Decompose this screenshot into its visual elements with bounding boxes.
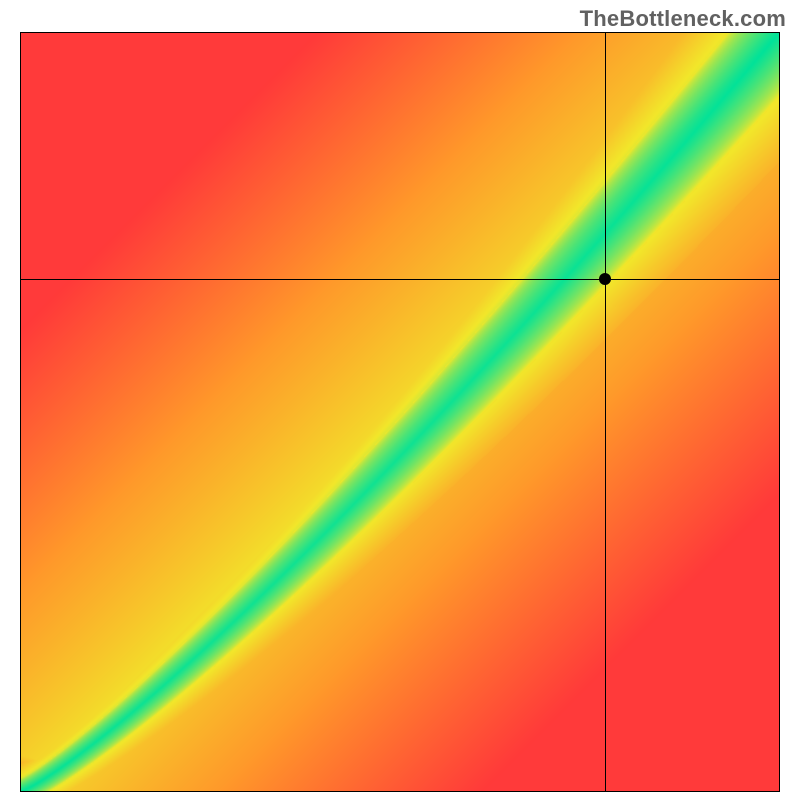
heatmap-canvas [20, 32, 780, 792]
crosshair-vertical [605, 32, 606, 792]
crosshair-horizontal [20, 279, 780, 280]
heatmap-plot [20, 32, 780, 792]
watermark-text: TheBottleneck.com [580, 6, 786, 32]
crosshair-marker [599, 273, 611, 285]
